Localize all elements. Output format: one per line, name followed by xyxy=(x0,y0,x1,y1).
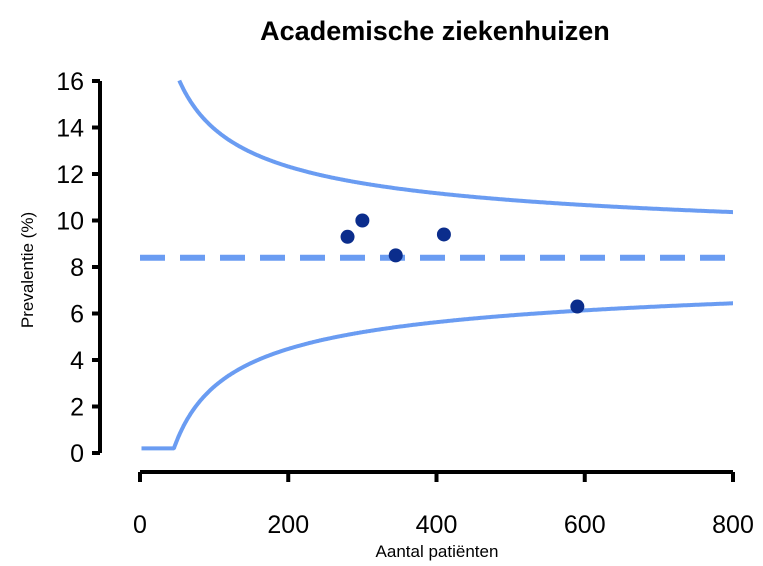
x-tick-label: 600 xyxy=(564,511,606,539)
plot-lines xyxy=(140,79,733,451)
axes: 0 2 4 6 8 10 12 14 16 0 200 400 600 800 xyxy=(56,68,754,539)
y-axis-label: Prevalentie (%) xyxy=(18,212,37,328)
data-point xyxy=(340,229,355,244)
y-tick-label: 10 xyxy=(56,208,84,236)
y-tick-label: 6 xyxy=(70,301,84,329)
data-points xyxy=(340,213,585,314)
y-tick-label: 14 xyxy=(56,115,84,143)
y-tick-label: 2 xyxy=(70,394,84,422)
data-point xyxy=(388,248,403,263)
x-tick-label: 400 xyxy=(416,511,458,539)
chart-title: Academische ziekenhuizen xyxy=(260,16,610,46)
lower-control-limit xyxy=(141,301,733,451)
x-tick-label: 0 xyxy=(133,511,147,539)
data-point xyxy=(355,213,370,228)
x-axis-label: Aantal patiënten xyxy=(376,542,499,561)
data-point xyxy=(570,299,585,314)
y-tick-label: 16 xyxy=(56,68,84,96)
data-point xyxy=(436,227,451,242)
x-tick-label: 200 xyxy=(267,511,309,539)
y-tick-label: 4 xyxy=(70,347,84,375)
upper-control-limit xyxy=(177,79,733,215)
y-tick-label: 12 xyxy=(56,161,84,189)
y-tick-label: 8 xyxy=(70,254,84,282)
y-tick-label: 0 xyxy=(70,440,84,468)
x-tick-label: 800 xyxy=(712,511,754,539)
